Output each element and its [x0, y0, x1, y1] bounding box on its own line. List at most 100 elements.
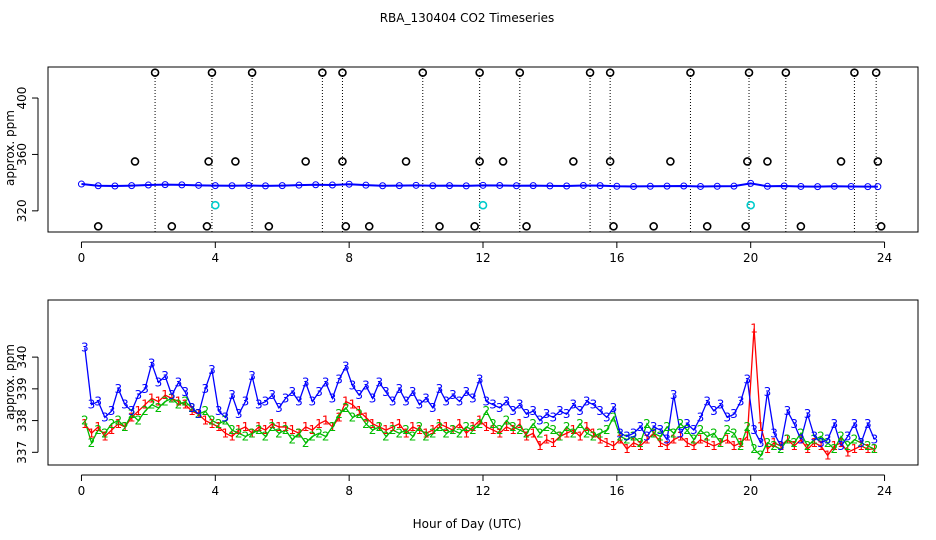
- series-3-marker: 3: [108, 404, 116, 418]
- bottom-y-tick-label: 337: [15, 441, 29, 464]
- series-2-marker: 2: [556, 429, 564, 443]
- series-3-marker: 3: [161, 369, 169, 383]
- series-1-marker: 1: [529, 426, 537, 440]
- series-1-marker: 1: [824, 448, 832, 462]
- series-2-marker: 2: [710, 426, 718, 440]
- series-2-marker: 2: [168, 391, 176, 405]
- series-3-marker: 3: [295, 395, 303, 409]
- series-1-marker: 1: [670, 433, 678, 447]
- series-3-marker: 3: [148, 356, 156, 370]
- series-1-marker: 1: [295, 426, 303, 440]
- series-2-marker: 2: [844, 439, 852, 453]
- bottom-plot-frame: [47, 299, 919, 466]
- series-1-marker: 1: [442, 420, 450, 434]
- series-1-marker: 1: [797, 433, 805, 447]
- baseline-point: [211, 182, 219, 190]
- series-2-marker: 2: [489, 417, 497, 431]
- baseline-point: [144, 181, 152, 189]
- baseline-point: [830, 182, 838, 190]
- series-1-marker: 1: [784, 433, 792, 447]
- series-1-marker: 1: [750, 322, 758, 336]
- series-3-marker: 3: [730, 407, 738, 421]
- series-1-marker: 1: [596, 433, 604, 447]
- series-2-marker: 2: [228, 423, 236, 437]
- bottom-y-axis-label: approx. ppm: [3, 344, 17, 420]
- bottom-x-tick-label: 0: [78, 484, 86, 498]
- series-3-marker: 3: [302, 376, 310, 390]
- series-2-marker: 2: [262, 429, 270, 443]
- series-3-marker: 3: [222, 410, 230, 424]
- series-1-marker: 1: [543, 433, 551, 447]
- outlier-low-point: [609, 222, 618, 231]
- bottom-panel: 11 11 1 1 11 1 1 1 1 1 1 1 1 1 1 1 1 1 1 1 1 1 1 1 1 1 1 1 1 1 1 1 1 1 111…: [3, 299, 919, 498]
- outlier-low-point: [702, 222, 712, 231]
- baseline-point: [262, 182, 269, 190]
- series-3-marker: 3: [342, 360, 350, 374]
- series-3-line: [84, 347, 876, 448]
- series-3-marker: 3: [690, 423, 698, 437]
- outlier-low-point: [202, 222, 212, 231]
- series-2-marker: 2: [389, 423, 397, 437]
- series-1-marker: 1: [657, 436, 665, 450]
- series-1-marker: 1: [737, 436, 745, 450]
- baseline-point: [747, 179, 755, 187]
- series-2-marker: 2: [181, 395, 189, 409]
- top-panel: 0 4 8 12 16 20 24 320 360 400 approx. ppm: [3, 66, 919, 265]
- series-3-marker: 3: [382, 385, 390, 399]
- series-2-marker: 2: [790, 436, 798, 450]
- series-3-marker: 3: [88, 398, 96, 412]
- baseline-point: [713, 182, 721, 190]
- bottom-x-tick-label: 16: [609, 484, 624, 498]
- series-2-marker: 2: [175, 398, 183, 412]
- series-3-marker: 3: [181, 385, 189, 399]
- baseline-point: [680, 182, 688, 190]
- series-1-marker: 1: [636, 439, 644, 453]
- series-1-marker: 1: [128, 410, 136, 424]
- top-points: [93, 68, 886, 231]
- series-1-marker: 1: [416, 423, 424, 437]
- series-1-marker: 1: [422, 426, 430, 440]
- series-3-marker: 3: [489, 398, 497, 412]
- series-3-marker: 3: [396, 382, 404, 396]
- series-1-marker: 1: [81, 417, 89, 431]
- series-2-marker: 2: [650, 426, 658, 440]
- series-1-marker: 1: [108, 423, 116, 437]
- series-1-marker: 1: [576, 429, 584, 443]
- series-1-marker: 1: [563, 426, 571, 440]
- series-1-marker: 1: [181, 398, 189, 412]
- baseline-point: [245, 181, 253, 189]
- series-3-marker: 3: [536, 414, 544, 428]
- series-2-marker: 2: [737, 439, 745, 453]
- series-1-marker: 1: [630, 436, 638, 450]
- series-2-marker: 2: [529, 417, 537, 431]
- baseline-point: [630, 182, 638, 190]
- series-3-marker: 3: [570, 398, 578, 412]
- series-3-marker: 3: [208, 363, 216, 377]
- series-2-marker: 2: [723, 423, 731, 437]
- baseline-point: [847, 182, 855, 190]
- series-1-marker: 1: [717, 436, 725, 450]
- series-2-marker: 2: [81, 414, 89, 428]
- top-x-tick-label: 8: [345, 251, 353, 265]
- series-3-marker: 3: [469, 391, 477, 405]
- outlier-mid-point: [338, 157, 347, 166]
- series-2-marker: 2: [536, 426, 544, 440]
- series-3-marker: 3: [583, 395, 591, 409]
- baseline-point: [529, 182, 537, 190]
- series-1-marker: 1: [268, 417, 276, 431]
- outlier-low-point: [522, 222, 531, 231]
- series-2-marker: 2: [717, 436, 725, 450]
- baseline-line: [81, 182, 878, 188]
- series-1-marker: 1: [837, 436, 845, 450]
- series-1-marker: 1: [844, 445, 852, 459]
- series-3-marker: 3: [228, 388, 236, 402]
- bottom-y-tick-label: 340: [15, 346, 29, 369]
- series-1-marker: 1: [690, 439, 698, 453]
- series-3-marker: 3: [851, 417, 859, 431]
- series-3-marker: 3: [121, 398, 129, 412]
- series-1-marker: 1: [329, 420, 337, 434]
- series-2-marker: 2: [483, 404, 491, 418]
- series-3-marker: 3: [556, 404, 564, 418]
- series-2-marker: 2: [275, 426, 283, 440]
- series-1-marker: 1: [683, 436, 691, 450]
